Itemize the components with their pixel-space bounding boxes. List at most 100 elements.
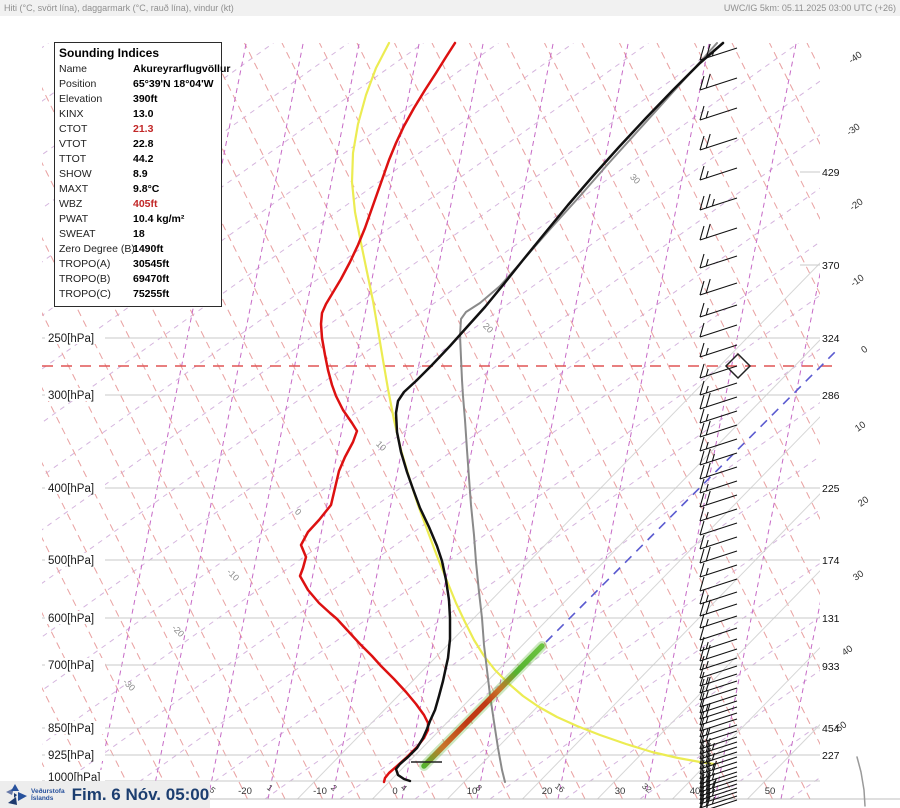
auxiliary-curve-yellow	[350, 41, 716, 766]
wind-barb	[699, 676, 738, 694]
indices-row-value: 390ft	[133, 93, 158, 105]
indices-row-value: 22.8	[133, 138, 154, 150]
svg-text:20: 20	[481, 321, 495, 335]
indices-row-value: 18	[133, 228, 145, 240]
svg-text:933: 933	[822, 661, 840, 673]
wind-barb	[699, 576, 738, 592]
svg-text:174: 174	[822, 555, 840, 567]
svg-text:225: 225	[822, 483, 840, 495]
svg-text:400[hPa]: 400[hPa]	[48, 483, 94, 495]
svg-text:925[hPa]: 925[hPa]	[48, 750, 94, 762]
mixing-ratio-labels: 0.512481632	[202, 780, 654, 795]
wind-barb	[699, 655, 738, 671]
indices-row-value: 75255ft	[133, 288, 170, 300]
svg-text:850[hPa]: 850[hPa]	[48, 723, 94, 735]
right-isotherm-labels: -40 -30 -20 -10 0 10 20 30 40 50	[834, 50, 871, 735]
svg-text:429: 429	[822, 167, 840, 179]
svg-text:227: 227	[822, 750, 840, 762]
indices-row-label: MAXT	[59, 183, 89, 195]
svg-text:1: 1	[265, 782, 275, 793]
wind-barb	[699, 408, 738, 424]
wind-barb	[699, 783, 738, 801]
svg-text:10: 10	[467, 786, 478, 797]
svg-text:-20: -20	[238, 786, 252, 797]
svg-text:50: 50	[765, 786, 776, 797]
indices-row: SHOW 8.9	[59, 167, 217, 182]
indices-rows: Name Akureyrarflugvöllur Position 65°39'N 1…	[59, 62, 230, 302]
indices-row: VTOT 22.8	[59, 137, 217, 152]
wind-barb	[699, 478, 738, 494]
svg-text:8: 8	[474, 782, 484, 793]
indices-row-value: 21.3	[133, 123, 154, 135]
indices-row-value: 30545ft	[133, 258, 170, 270]
wind-barb	[699, 342, 738, 358]
indices-row-value: Akureyrarflugvöllur	[133, 63, 231, 75]
cape-highlight-line	[419, 641, 547, 771]
svg-text:40: 40	[690, 786, 701, 797]
wind-barb	[699, 223, 738, 241]
svg-text:250[hPa]: 250[hPa]	[48, 333, 94, 345]
wind-barb	[699, 726, 738, 744]
indices-row: WBZ 405ft	[59, 197, 217, 212]
svg-text:16: 16	[553, 781, 567, 795]
grid-moist-adiabats	[42, 43, 820, 799]
model-run-text: UWC/IG 5km: 05.11.2025 03:00 UTC (+26)	[723, 3, 896, 13]
right-height-labels: 429 370 324 286 225 174 131 933 454 227	[822, 167, 840, 762]
grid-isotherms	[297, 262, 820, 799]
wind-barb	[699, 716, 738, 732]
auxiliary-curve-gray	[459, 42, 718, 783]
wind-barb	[699, 747, 738, 765]
bottom-isotherm-labels: -20 -10 0 10 20 30 40 50	[238, 786, 775, 797]
indices-title: Sounding Indices	[59, 46, 160, 60]
pressure-gridlines	[0, 171, 900, 800]
wind-barb	[699, 698, 738, 714]
wind-barb	[699, 133, 738, 151]
indices-row: TROPO(A) 30545ft	[59, 257, 217, 272]
svg-text:-10: -10	[313, 786, 327, 797]
wind-barb	[699, 722, 738, 738]
wind-barb	[699, 462, 738, 480]
indices-row-label: TROPO(B)	[59, 273, 111, 285]
wind-barb	[699, 534, 738, 550]
wind-barb	[699, 165, 738, 181]
wind-barb-column	[699, 43, 738, 808]
vedurstofa-logo-icon	[6, 783, 27, 805]
wind-barb	[699, 671, 738, 687]
indices-row-label: CTOT	[59, 123, 88, 135]
wind-barb	[699, 278, 738, 296]
svg-text:370: 370	[822, 260, 840, 272]
wind-barb	[699, 771, 738, 789]
svg-text:-20: -20	[848, 197, 866, 214]
indices-row-label: TTOT	[59, 153, 87, 165]
wind-barb	[699, 105, 738, 121]
wind-barb	[699, 644, 738, 662]
wind-barb	[699, 506, 738, 522]
svg-text:-10: -10	[849, 273, 867, 290]
wind-barb	[699, 546, 738, 564]
temperature-curve	[394, 41, 725, 783]
svg-text:-30: -30	[121, 677, 137, 693]
indices-row-value: 69470ft	[133, 273, 170, 285]
svg-text:30: 30	[615, 786, 626, 797]
wind-barb	[699, 710, 738, 726]
wind-barb	[699, 490, 738, 508]
indices-row-value: 9.8°C	[133, 183, 160, 195]
indices-row: SWEAT 18	[59, 227, 217, 242]
indices-row: PWAT 10.4 kg/m²	[59, 212, 217, 227]
indices-row-label: Position	[59, 78, 97, 90]
wind-barb	[699, 767, 738, 785]
logo-line1: Veðurstofa	[31, 787, 65, 795]
wind-barb	[699, 737, 738, 755]
indices-row-value: 13.0	[133, 108, 154, 120]
vedurstofa-logo-text: Veðurstofa Íslands	[31, 788, 65, 802]
svg-text:20: 20	[856, 494, 871, 509]
valid-time-label: Fim. 6 Nóv. 05:00	[71, 784, 210, 804]
wind-barb	[699, 791, 738, 808]
svg-text:2: 2	[329, 782, 339, 793]
svg-text:700[hPa]: 700[hPa]	[48, 660, 94, 672]
wind-barb	[699, 692, 738, 708]
wind-barb	[699, 777, 738, 797]
wind-barb	[699, 73, 738, 91]
svg-text:600[hPa]: 600[hPa]	[48, 613, 94, 625]
